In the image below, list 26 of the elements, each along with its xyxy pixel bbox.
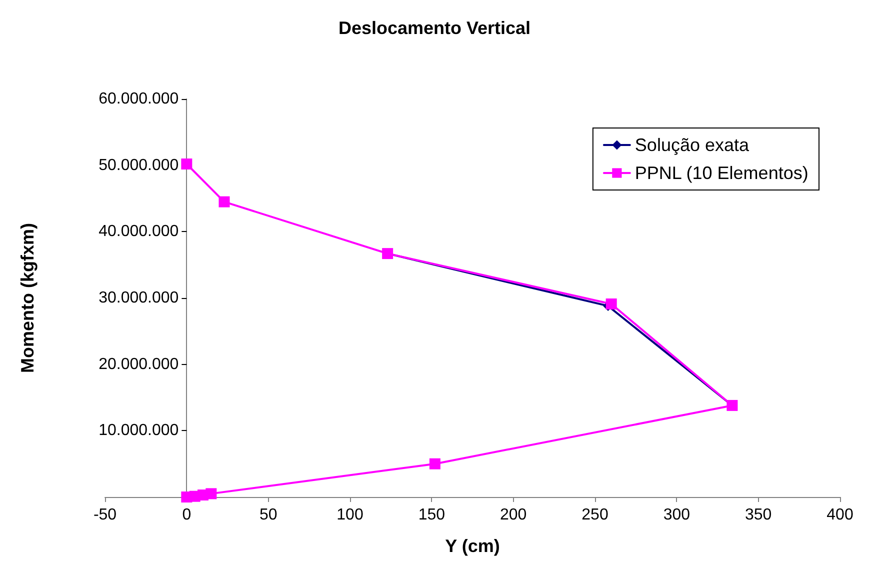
x-tick-label: 350: [744, 506, 772, 524]
y-axis-title: Momento (kgfxm): [18, 223, 38, 373]
y-tick-label: 20.000.000: [98, 356, 179, 373]
x-axis-title: Y (cm): [445, 536, 500, 556]
y-tick-label: 10.000.000: [98, 422, 179, 440]
y-tick-label: 60.000.000: [98, 90, 179, 108]
x-tick-label: 100: [336, 506, 364, 524]
point: [606, 298, 617, 310]
y-tick-label: 40.000.000: [98, 223, 179, 240]
point: [206, 488, 217, 500]
legend-label: PPNL (10 Elementos): [634, 163, 808, 183]
x-tick-label: -50: [93, 506, 117, 524]
y-tick-label: 30.000.000: [98, 290, 179, 306]
point: [218, 196, 230, 208]
y-tick-label: 50.000.000: [98, 156, 179, 174]
x-tick-label: 200: [500, 506, 527, 524]
x-tick-label: 250: [582, 506, 608, 524]
point: [181, 158, 192, 170]
chart-title: Deslocamento Vertical: [338, 18, 531, 38]
legend-label: Solução exata: [634, 135, 750, 155]
x-tick-label: 50: [259, 506, 278, 524]
x-tick-label: 300: [663, 506, 690, 524]
x-tick-label: 150: [418, 506, 446, 524]
x-tick-label: 400: [826, 506, 854, 524]
point: [429, 458, 440, 470]
x-tick-label: 0: [182, 506, 192, 524]
